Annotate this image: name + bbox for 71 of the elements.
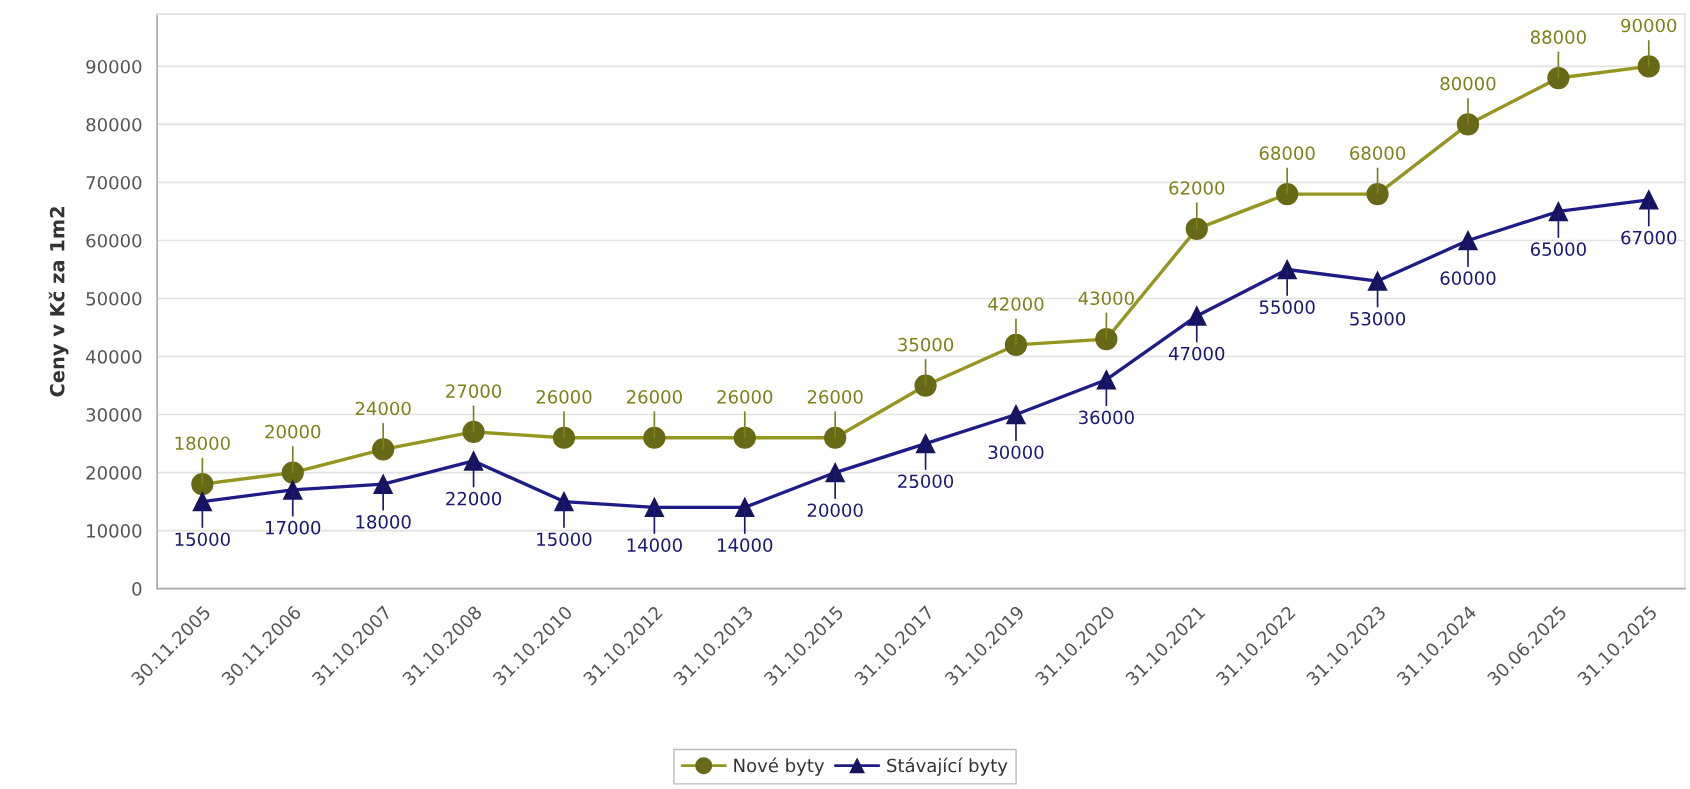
data-label: 80000 [1440, 76, 1496, 91]
point [1096, 370, 1117, 390]
data-label: 43000 [1078, 291, 1134, 306]
y-tick-label: 20000 [86, 466, 142, 480]
point [281, 461, 304, 484]
data-label: 22000 [446, 491, 502, 506]
data-label: 26000 [717, 390, 773, 404]
y-tick-label: 0 [132, 582, 142, 596]
data-label: 18000 [175, 436, 230, 451]
point [191, 473, 214, 496]
point [1456, 113, 1480, 136]
legend-label: Nové byty [734, 757, 825, 776]
point [1548, 201, 1569, 222]
point [463, 451, 484, 471]
data-label: 30000 [988, 445, 1044, 460]
point [914, 374, 937, 397]
data-label: 26000 [807, 390, 863, 404]
data-label: 15000 [175, 532, 230, 547]
data-label: 68000 [1259, 146, 1315, 161]
point [733, 426, 756, 449]
data-label: 47000 [1168, 346, 1225, 361]
point [824, 426, 847, 449]
data-label: 20000 [265, 424, 321, 439]
data-label: 14000 [718, 538, 773, 552]
data-label: 65000 [1530, 242, 1586, 256]
data-label: 36000 [1079, 410, 1134, 425]
y-axis-title: Ceny v Kč za 1m2 [48, 207, 69, 397]
point [462, 420, 485, 444]
data-label: 18000 [356, 515, 411, 529]
y-tick-label: 60000 [86, 233, 142, 248]
legend-label: Stávající byty [887, 757, 1008, 776]
y-tick-label: 10000 [87, 524, 142, 538]
point [1367, 271, 1388, 291]
data-label: 26000 [626, 390, 682, 404]
data-label: 25000 [898, 474, 954, 489]
y-tick-label: 30000 [86, 407, 142, 422]
data-label: 35000 [898, 337, 954, 352]
point [372, 438, 395, 461]
data-label: 26000 [536, 390, 592, 404]
point [644, 497, 665, 518]
point [643, 426, 666, 449]
point [1366, 182, 1389, 206]
data-label: 60000 [1440, 271, 1496, 286]
y-tick-label: 50000 [86, 291, 142, 306]
data-label: 67000 [1621, 230, 1677, 245]
point [1547, 66, 1570, 90]
point [552, 426, 576, 449]
data-label: 14000 [627, 538, 682, 552]
data-label: 27000 [446, 384, 502, 398]
point [915, 433, 936, 454]
point [1276, 182, 1299, 206]
point [1095, 327, 1118, 351]
y-tick-label: 90000 [86, 59, 142, 74]
point [1004, 333, 1028, 357]
data-label: 24000 [355, 401, 411, 416]
y-tick-label: 70000 [86, 175, 142, 190]
data-label: 88000 [1530, 30, 1586, 44]
data-label: 20000 [807, 503, 863, 518]
data-label: 53000 [1350, 311, 1406, 326]
data-label: 42000 [988, 297, 1044, 311]
y-tick-label: 40000 [86, 349, 142, 364]
point [192, 491, 213, 512]
y-tick-label: 80000 [86, 117, 142, 132]
data-label: 15000 [537, 532, 592, 547]
point [1637, 55, 1660, 78]
data-label: 62000 [1169, 181, 1225, 195]
data-label: 68000 [1350, 146, 1406, 161]
point [1185, 217, 1208, 240]
data-label: 90000 [1621, 18, 1677, 33]
data-label: 55000 [1259, 300, 1315, 315]
data-label: 17000 [266, 520, 321, 535]
